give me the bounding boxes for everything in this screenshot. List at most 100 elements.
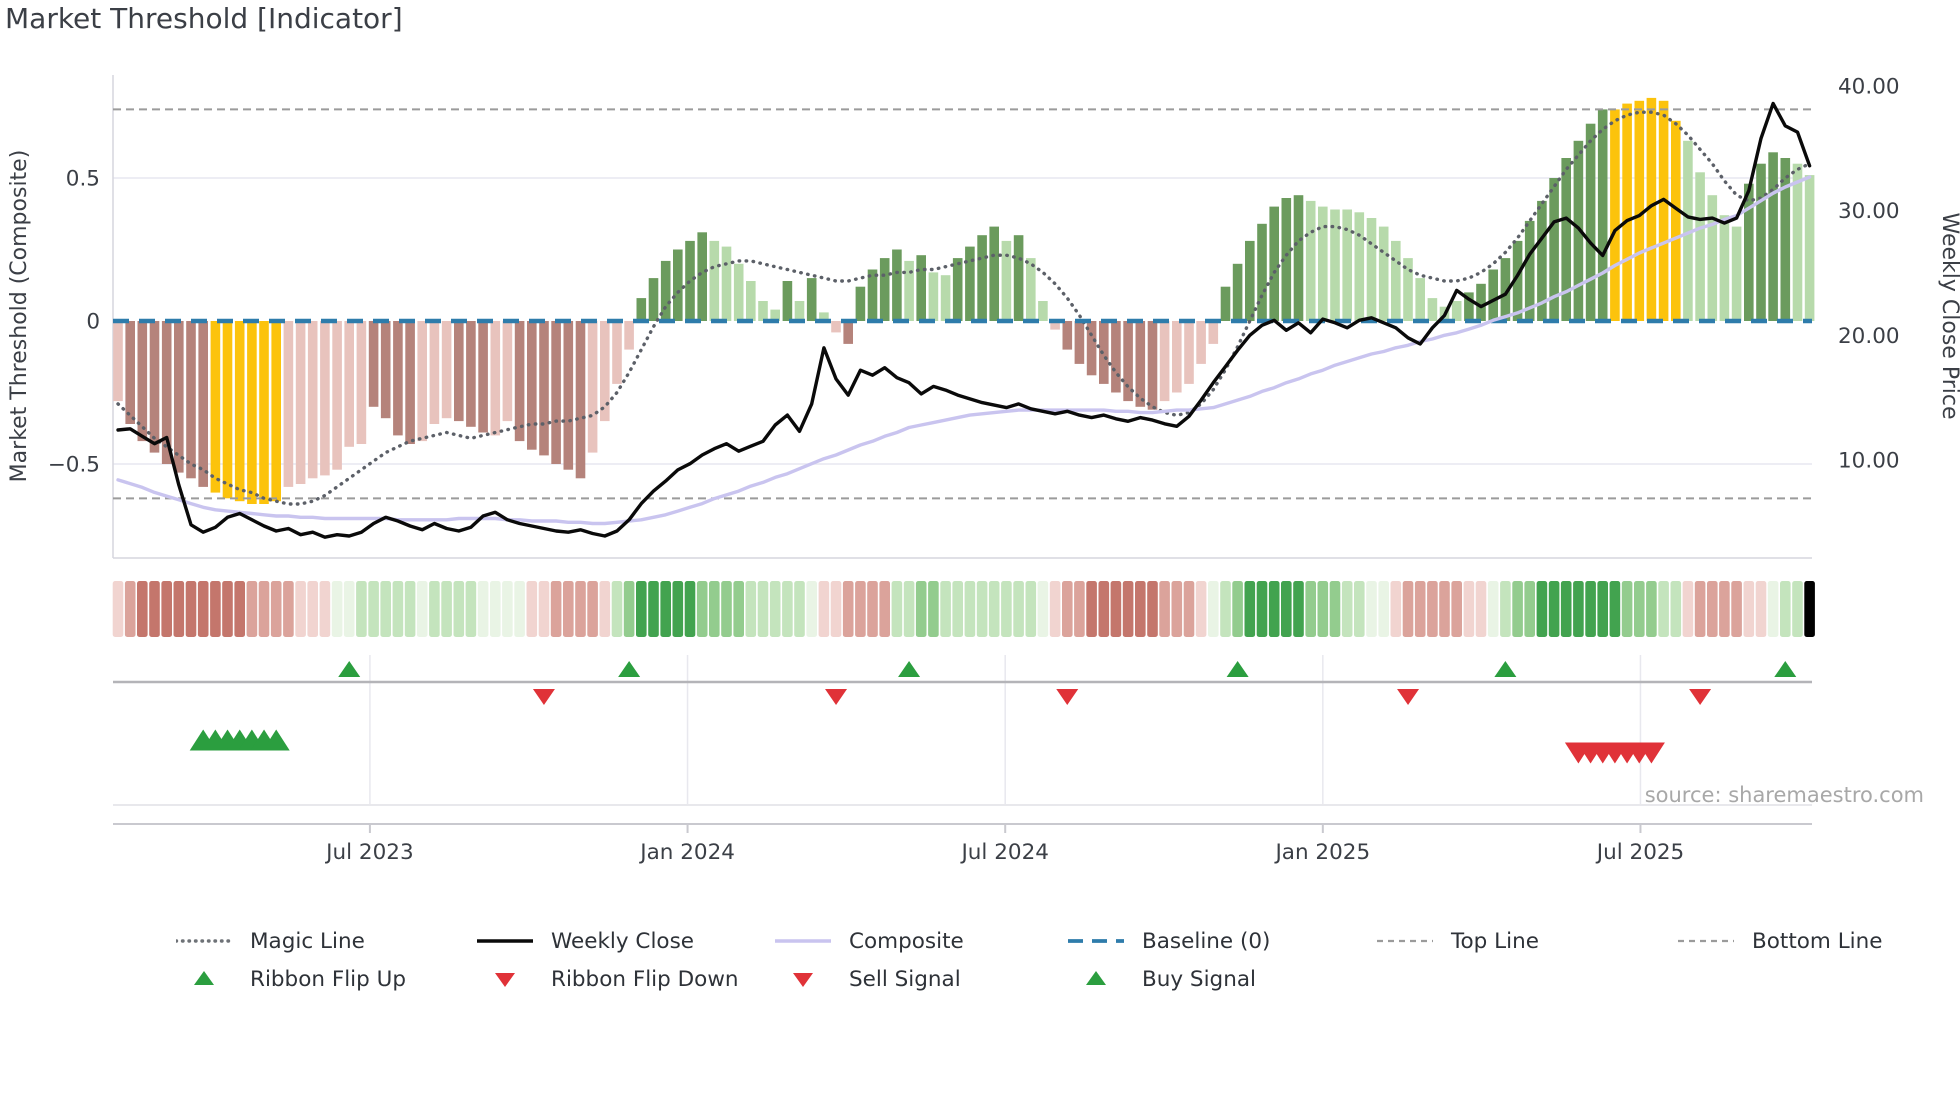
histogram-bar bbox=[1549, 178, 1559, 321]
ribbon-cell bbox=[1341, 581, 1353, 637]
ribbon-cell bbox=[1694, 581, 1706, 637]
right-tick-label: 20.00 bbox=[1838, 324, 1900, 349]
ribbon-flip-up-icon bbox=[1226, 661, 1249, 677]
chart-generated-content: Jul 2023 Jan 2024 Jul 2024 Jan 2025 Jul 2025… bbox=[48, 75, 1900, 866]
histogram-bar bbox=[904, 260, 914, 321]
histogram-bar bbox=[1683, 140, 1693, 321]
ribbon-cell bbox=[124, 581, 136, 637]
histogram-bar bbox=[1208, 321, 1219, 344]
ribbon-cell bbox=[563, 581, 574, 637]
histogram-bar bbox=[210, 321, 221, 493]
legend-item-buy-signal: Buy Signal bbox=[1068, 963, 1256, 995]
legend-item-ribbon-flip-down: Ribbon Flip Down bbox=[477, 963, 739, 995]
histogram-bar bbox=[1391, 240, 1401, 321]
ribbon-cell bbox=[940, 581, 951, 637]
ribbon-cell bbox=[648, 581, 659, 637]
histogram-bar bbox=[1196, 321, 1206, 364]
histogram-bar bbox=[174, 321, 184, 473]
histogram-bar bbox=[600, 321, 610, 422]
triangle-down-icon bbox=[495, 973, 515, 987]
histogram-bar bbox=[234, 321, 245, 502]
ribbon-cell bbox=[1122, 581, 1134, 637]
x-tick-label: Jul 2024 bbox=[959, 840, 1049, 865]
histogram-bar bbox=[1476, 283, 1486, 321]
histogram-bar bbox=[1378, 226, 1389, 321]
ribbon-cell bbox=[1682, 581, 1694, 637]
composite-bars bbox=[113, 97, 1815, 504]
histogram-bar bbox=[186, 321, 196, 479]
histogram-bar bbox=[928, 272, 939, 321]
histogram-bar bbox=[1415, 278, 1425, 321]
legend-label: Baseline (0) bbox=[1142, 928, 1271, 954]
ribbon-cell bbox=[368, 581, 379, 637]
ribbon-flip-down-icon bbox=[1397, 689, 1420, 705]
ribbon-cell bbox=[1755, 581, 1767, 637]
histogram-bar bbox=[879, 258, 890, 321]
histogram-bar bbox=[271, 321, 281, 502]
histogram-bar bbox=[1172, 321, 1182, 393]
histogram-bar bbox=[320, 321, 330, 476]
histogram-bar bbox=[721, 246, 732, 321]
histogram-bar bbox=[648, 278, 659, 321]
ribbon-cell bbox=[404, 581, 416, 637]
ribbon-cell bbox=[660, 581, 671, 637]
ribbon-cell bbox=[1281, 581, 1292, 637]
histogram-bar bbox=[1585, 123, 1596, 321]
histogram-bar bbox=[1220, 286, 1231, 321]
ribbon-cell bbox=[526, 581, 538, 637]
ribbon-cell bbox=[709, 581, 720, 637]
legend-swatch bbox=[775, 929, 831, 953]
ribbon-cell bbox=[1487, 581, 1499, 637]
legend-label: Buy Signal bbox=[1142, 966, 1256, 992]
composite-line bbox=[116, 175, 1812, 526]
histogram-bar bbox=[1147, 321, 1158, 410]
ribbon-cell bbox=[1609, 581, 1621, 637]
histogram-bar bbox=[149, 321, 160, 453]
histogram-bar bbox=[916, 255, 926, 321]
histogram-bar bbox=[1707, 195, 1718, 321]
ribbon-cell bbox=[1500, 581, 1511, 637]
legend-label: Sell Signal bbox=[849, 966, 961, 992]
histogram-bar bbox=[514, 321, 525, 442]
ribbon-cell bbox=[733, 581, 744, 637]
ribbon-cell bbox=[684, 581, 696, 637]
histogram-bar bbox=[1756, 163, 1766, 321]
ribbon-cell bbox=[915, 581, 927, 637]
ribbon-cell bbox=[1731, 581, 1742, 637]
ribbon-cell bbox=[1025, 581, 1037, 637]
ribbon-cell bbox=[197, 581, 209, 637]
histogram-bar bbox=[733, 263, 744, 321]
ribbon-cell bbox=[1086, 581, 1097, 637]
histogram-bar bbox=[429, 321, 440, 424]
histogram-bar bbox=[441, 321, 452, 419]
histogram-bar bbox=[1537, 200, 1547, 321]
legend-item-bottom-line: Bottom Line bbox=[1678, 925, 1883, 957]
ribbon-cell bbox=[514, 581, 525, 637]
ribbon-cell bbox=[964, 581, 976, 637]
histogram-bar bbox=[965, 246, 975, 321]
ribbon-flip-down-icon bbox=[532, 689, 555, 705]
histogram-bar bbox=[502, 321, 513, 422]
histogram-bar bbox=[819, 312, 829, 321]
legend-item-sell-signal: Sell Signal bbox=[775, 963, 961, 995]
histogram-bar bbox=[1451, 301, 1462, 321]
ribbon-cell bbox=[1013, 581, 1024, 637]
dotted-gray-swatch-icon bbox=[176, 939, 232, 943]
ribbon-flip-up-icon bbox=[898, 661, 921, 677]
ribbon-cell bbox=[769, 581, 781, 637]
histogram-bar bbox=[1257, 223, 1267, 321]
ribbon-cell bbox=[1232, 581, 1243, 637]
histogram-bar bbox=[551, 321, 561, 464]
weekly-close-line bbox=[116, 101, 1812, 539]
ribbon-cell bbox=[161, 581, 172, 637]
x-tick-label: Jan 2024 bbox=[638, 840, 735, 865]
page-title: Market Threshold [Indicator] bbox=[5, 2, 403, 35]
ribbon-cell bbox=[380, 581, 391, 637]
histogram-bar bbox=[539, 321, 549, 456]
histogram-bar bbox=[332, 321, 342, 470]
ribbon-strip bbox=[112, 581, 1815, 637]
ribbon-cell bbox=[319, 581, 331, 637]
histogram-bar bbox=[709, 240, 720, 321]
ribbon-cell bbox=[842, 581, 854, 637]
